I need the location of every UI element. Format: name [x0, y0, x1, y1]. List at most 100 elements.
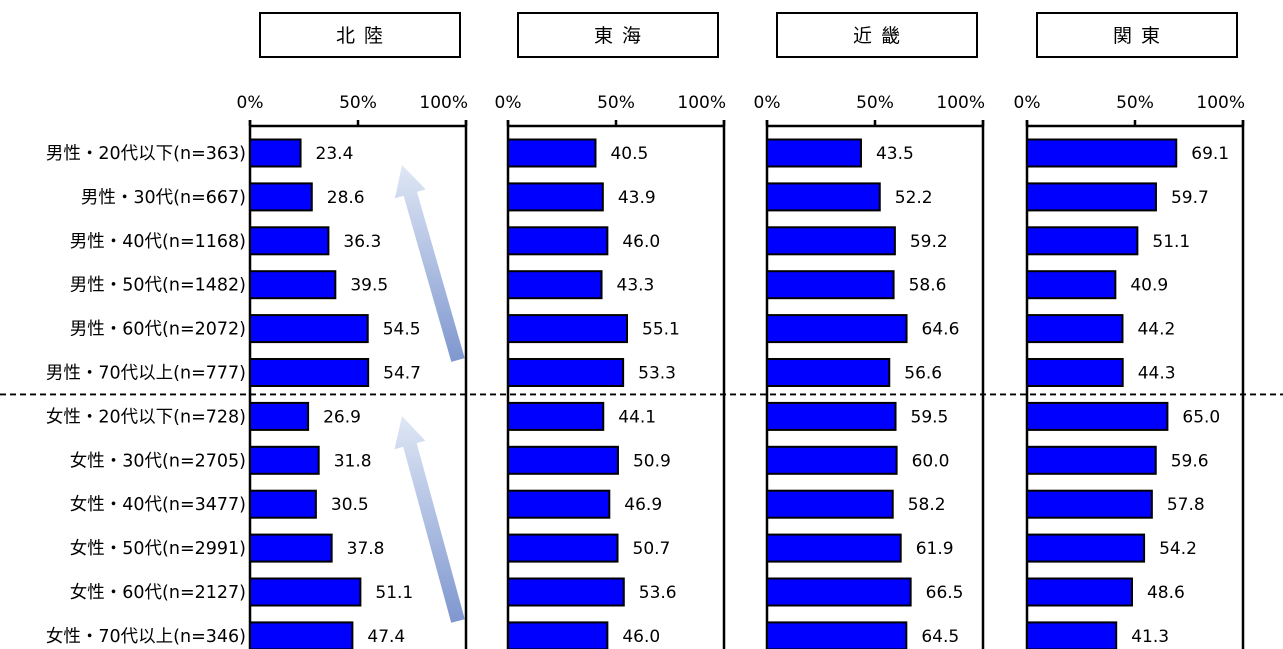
- bar: [1026, 138, 1178, 168]
- bar: [1026, 358, 1124, 387]
- data-label: 64.6: [922, 320, 960, 340]
- data-label: 52.2: [895, 188, 933, 208]
- trend-arrow: [394, 165, 465, 362]
- bar: [766, 182, 881, 212]
- data-label: 53.6: [639, 583, 677, 603]
- bar: [766, 621, 908, 649]
- bar: [766, 533, 902, 563]
- data-label: 59.5: [911, 407, 949, 427]
- data-label: 61.9: [916, 539, 954, 559]
- region-title-box: [776, 12, 978, 58]
- bar: [1026, 577, 1133, 607]
- region-title-box: [259, 12, 461, 58]
- data-label: 48.6: [1147, 583, 1185, 603]
- region-title: 北陸: [336, 25, 392, 47]
- data-label: 60.0: [912, 451, 950, 471]
- region-title: 関東: [1113, 25, 1169, 47]
- x-tick-label: 0%: [1014, 93, 1041, 113]
- bar: [766, 270, 895, 300]
- data-label: 57.8: [1167, 495, 1205, 515]
- region-title-box: [517, 12, 719, 58]
- bar: [1026, 489, 1153, 519]
- data-label: 43.9: [618, 188, 656, 208]
- data-label: 41.3: [1131, 627, 1169, 647]
- x-tick-label: 50%: [1116, 93, 1154, 113]
- bar: [766, 138, 862, 168]
- data-label: 31.8: [334, 451, 372, 471]
- bar: [507, 314, 629, 344]
- data-label: 44.2: [1137, 320, 1175, 340]
- category-label: 男性・70代以上(n=777): [46, 364, 246, 384]
- data-label: 54.5: [383, 320, 421, 340]
- data-label: 26.9: [323, 407, 361, 427]
- category-label: 女性・60代(n=2127): [70, 583, 246, 603]
- data-label: 50.9: [633, 451, 671, 471]
- category-label: 男性・40代(n=1168): [70, 232, 246, 252]
- bar: [766, 226, 896, 256]
- bar: [507, 489, 611, 519]
- bar: [249, 226, 330, 256]
- bar: [766, 358, 891, 387]
- data-label: 65.0: [1182, 407, 1220, 427]
- category-label: 女性・40代(n=3477): [70, 495, 246, 515]
- region-title: 近畿: [853, 25, 909, 47]
- data-label: 58.2: [908, 495, 946, 515]
- bar: [249, 401, 310, 431]
- data-label: 56.6: [904, 364, 942, 384]
- bar: [507, 358, 625, 387]
- bar: [1026, 445, 1157, 475]
- category-label: 女性・20代以下(n=728): [46, 407, 246, 427]
- data-label: 46.0: [622, 627, 660, 647]
- region-title: 東海: [594, 25, 650, 47]
- bar: [507, 182, 604, 212]
- bar: [249, 577, 362, 607]
- data-label: 55.1: [642, 320, 680, 340]
- bar: [249, 138, 302, 168]
- data-label: 53.3: [638, 364, 676, 384]
- x-tick-label: 50%: [597, 93, 635, 113]
- bar: [1026, 270, 1117, 300]
- x-tick-label: 100%: [936, 93, 985, 113]
- bar: [249, 489, 317, 519]
- bar: [766, 489, 894, 519]
- category-label: 女性・30代(n=2705): [70, 451, 246, 471]
- data-label: 43.3: [617, 276, 655, 296]
- data-label: 39.5: [350, 276, 388, 296]
- data-label: 46.0: [622, 232, 660, 252]
- data-label: 47.4: [367, 627, 405, 647]
- data-label: 46.9: [624, 495, 662, 515]
- data-label: 51.1: [375, 583, 413, 603]
- bar: [507, 621, 609, 649]
- data-label: 36.3: [343, 232, 381, 252]
- bar: [249, 182, 313, 212]
- category-label: 男性・50代(n=1482): [70, 276, 246, 296]
- data-label: 37.8: [347, 539, 385, 559]
- x-tick-label: 50%: [856, 93, 894, 113]
- category-label: 男性・20代以下(n=363): [46, 144, 246, 164]
- bar: [507, 226, 609, 256]
- bar: [766, 401, 897, 431]
- bar: [507, 577, 625, 607]
- bar: [249, 358, 370, 387]
- bar: [1026, 314, 1124, 344]
- data-label: 50.7: [633, 539, 671, 559]
- data-label: 51.1: [1152, 232, 1190, 252]
- data-label: 40.5: [610, 144, 648, 164]
- bar: [1026, 401, 1169, 431]
- category-label: 女性・50代(n=2991): [70, 539, 246, 559]
- data-label: 44.3: [1138, 364, 1176, 384]
- x-tick-label: 100%: [419, 93, 468, 113]
- bar: [1026, 533, 1146, 563]
- bar: [1026, 182, 1157, 212]
- x-tick-label: 0%: [754, 93, 781, 113]
- bar: [1026, 226, 1139, 256]
- category-label: 男性・60代(n=2072): [70, 320, 246, 340]
- data-label: 66.5: [926, 583, 964, 603]
- bar: [249, 314, 369, 344]
- data-label: 64.5: [921, 627, 959, 647]
- data-label: 59.7: [1171, 188, 1209, 208]
- bar: [507, 533, 619, 563]
- data-label: 43.5: [876, 144, 914, 164]
- data-label: 59.2: [910, 232, 948, 252]
